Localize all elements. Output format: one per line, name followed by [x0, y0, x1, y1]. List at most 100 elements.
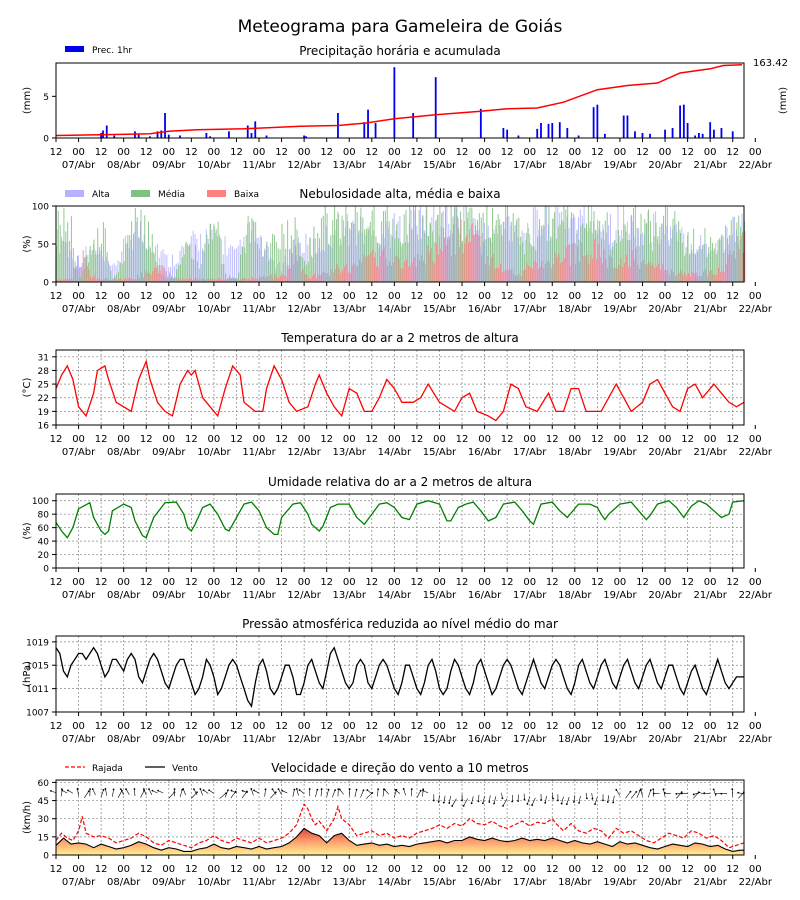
wind-direction-arrow — [62, 790, 68, 794]
cloud-bar-low — [727, 254, 729, 282]
precip-bar — [393, 67, 396, 138]
wind-direction-arrowhead — [142, 788, 145, 790]
wind-direction-arrow — [573, 795, 576, 803]
cloud-bar-low — [223, 279, 225, 282]
cloud-bar-low — [605, 258, 607, 282]
cloud-bar-mid — [691, 249, 693, 282]
wind-direction-arrowhead — [422, 789, 425, 792]
cloud-bar-mid — [358, 230, 360, 282]
y-tick-label: 20 — [38, 551, 50, 561]
cloud-bar-mid — [95, 254, 97, 282]
cloud-bar-low — [736, 236, 738, 282]
panel-2: Temperatura do ar a 2 metros de altura 16… — [22, 331, 773, 458]
cloud-bar-low — [398, 258, 400, 282]
wind-direction-arrow — [299, 789, 305, 794]
x-tick-label: 00 — [253, 577, 266, 588]
cloud-bar-low — [622, 267, 624, 282]
cloud-bar-high — [220, 239, 222, 282]
precip-bar — [603, 133, 606, 138]
precip-bar — [551, 123, 554, 138]
x-date-label: 10/Abr — [197, 160, 231, 171]
x-tick-label: 00 — [659, 291, 672, 302]
wind-direction-arrow — [394, 789, 397, 798]
cloud-bar-mid — [719, 239, 721, 282]
cloud-bar-low — [334, 268, 336, 282]
cloud-bar-low — [597, 243, 599, 282]
cloud-bar-high — [532, 207, 534, 282]
cloud-bar-low — [345, 263, 347, 282]
wind-direction-arrow — [152, 790, 158, 794]
x-date-label: 19/Abr — [603, 877, 637, 888]
x-tick-label: 12 — [230, 434, 243, 445]
cloud-bar-mid — [70, 216, 72, 282]
cloud-bar-low — [453, 224, 455, 282]
cloud-bar-mid — [516, 218, 518, 282]
wind-direction-arrowhead — [560, 802, 563, 805]
wind-direction-arrow — [713, 789, 717, 797]
x-tick-label: 12 — [501, 291, 514, 302]
cloud-bar-mid — [550, 236, 552, 282]
cloud-bar-low — [464, 243, 466, 282]
wind-direction-arrow — [230, 791, 236, 799]
wind-direction-arrow — [612, 795, 615, 803]
cloud-bar-low — [526, 263, 528, 282]
x-date-label: 21/Abr — [693, 160, 727, 171]
precip-bar — [113, 135, 116, 138]
cloud-bar-low — [507, 270, 509, 282]
cloud-bar-low — [58, 279, 60, 282]
x-date-label: 15/Abr — [423, 590, 457, 601]
wind-direction-arrowhead — [680, 792, 683, 795]
cloud-bar-low — [154, 267, 156, 282]
cloud-bar-mid — [373, 206, 375, 282]
x-date-label: 07/Abr — [62, 447, 96, 458]
cloud-bar-mid — [653, 236, 655, 282]
x-tick-label: 12 — [591, 147, 604, 158]
x-tick-label: 12 — [365, 721, 378, 732]
x-date-label: 10/Abr — [197, 447, 231, 458]
cloud-bar-mid — [403, 214, 405, 282]
panel-0: Precipitação horária e acumulada 0 5 (mm) 12… — [22, 44, 789, 171]
cloud-bar-low — [415, 266, 417, 282]
cloud-bar-low — [97, 278, 99, 282]
cloud-bar-mid — [221, 263, 223, 282]
cloud-bar-low — [304, 274, 306, 282]
x-tick-label: 12 — [636, 577, 649, 588]
wind-direction-arrowhead — [714, 793, 717, 795]
precip-bar — [694, 135, 697, 138]
x-date-label: 22/Abr — [739, 734, 773, 745]
wind-direction-arrowhead — [422, 788, 425, 791]
x-tick-label: 00 — [343, 147, 356, 158]
wind-direction-arrowhead — [89, 788, 91, 791]
cloud-bar-low — [654, 267, 656, 282]
x-tick-label: 00 — [388, 721, 401, 732]
cloud-bar-low — [577, 246, 579, 282]
cloud-bar-low — [124, 278, 126, 282]
cloud-bar-low — [609, 255, 611, 282]
cloud-bar-low — [189, 278, 191, 282]
cloud-bar-mid — [585, 223, 587, 282]
cloud-bar-mid — [57, 210, 59, 282]
x-tick-label: 00 — [298, 577, 311, 588]
cloud-bar-mid — [121, 263, 123, 282]
cloud-bar-mid — [659, 226, 661, 282]
cloud-bar-low — [731, 254, 733, 282]
cloud-bar-low — [312, 275, 314, 282]
cloud-bar-low — [159, 270, 161, 282]
cloud-bar-low — [708, 271, 710, 282]
cloud-bar-mid — [210, 223, 212, 282]
wind-direction-arrowhead — [526, 803, 529, 805]
cloud-bar-low — [402, 268, 404, 282]
cloud-bar-low — [686, 275, 688, 282]
cloud-bar-mid — [63, 208, 65, 282]
cloud-bar-mid — [285, 248, 287, 282]
precip-bar — [303, 135, 306, 138]
cloud-bar-mid — [335, 219, 337, 282]
cloud-bar-low — [567, 244, 569, 282]
cloud-bar-low — [437, 254, 439, 282]
cloud-bar-mid — [151, 234, 153, 282]
wind-direction-arrowhead — [308, 788, 311, 790]
cloud-bar-low — [281, 274, 283, 282]
cloud-bar-mid — [268, 260, 270, 282]
cloud-bar-mid — [426, 206, 428, 282]
cloud-bar-low — [107, 278, 109, 282]
